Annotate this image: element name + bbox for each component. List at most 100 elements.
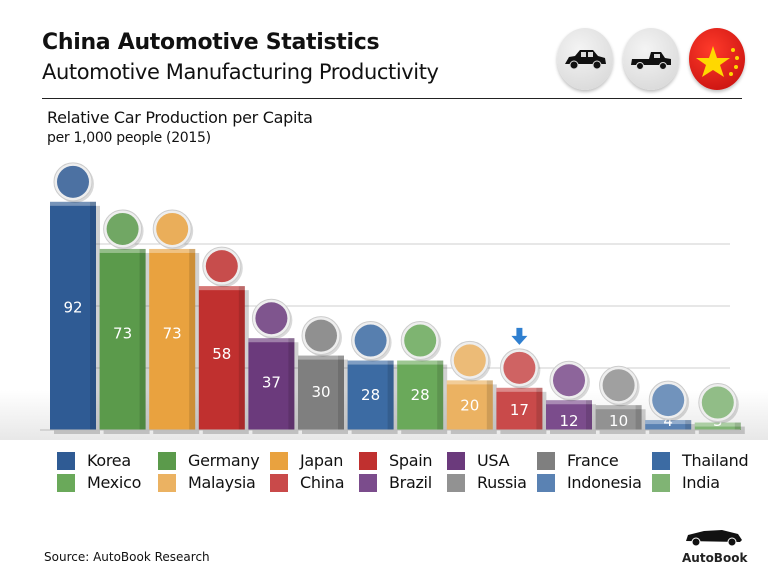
legend-item-russia: Russia — [447, 473, 527, 492]
bar-top-highlight — [694, 422, 741, 427]
data-label: 37 — [262, 374, 281, 392]
data-label: 73 — [163, 324, 182, 342]
bar-side-shade — [586, 400, 592, 430]
legend-label: Russia — [477, 473, 527, 492]
data-label: 10 — [609, 412, 628, 430]
autobook-logo: AutoBook — [682, 525, 747, 565]
bar-thailand — [347, 360, 394, 430]
bar-top-highlight — [248, 338, 295, 343]
bar-top-highlight — [347, 360, 394, 365]
legend-item-korea: Korea — [57, 451, 131, 470]
bar-top-highlight — [50, 201, 96, 206]
bar-side-shade — [338, 355, 344, 430]
legend-label: India — [682, 473, 720, 492]
legend-swatch — [537, 473, 555, 492]
bar-side-shade — [189, 248, 196, 430]
legend-label: Indonesia — [567, 473, 642, 492]
bar-spain — [198, 286, 245, 430]
bar-top-highlight — [149, 248, 196, 253]
sports-car-icon — [686, 530, 742, 547]
bar-top-highlight — [595, 405, 642, 410]
legend-item-spain: Spain — [359, 451, 433, 470]
legend-item-india: India — [652, 473, 720, 492]
legend-swatch — [447, 451, 465, 470]
bar-top-highlight — [446, 380, 493, 385]
bar-korea — [50, 201, 96, 430]
bar-side-shade — [536, 387, 543, 430]
legend-label: Spain — [389, 451, 433, 470]
flag-fill — [701, 386, 734, 419]
legend-label: Mexico — [87, 473, 142, 492]
bar-side-shade — [635, 405, 642, 430]
pickup-truck-icon — [623, 28, 679, 90]
legend-item-mexico: Mexico — [57, 473, 141, 492]
data-label: 12 — [559, 412, 578, 430]
flag-fill — [156, 212, 189, 245]
china-flag-icon — [689, 28, 745, 90]
flag-fill — [106, 212, 139, 245]
legend-label: USA — [477, 451, 510, 470]
bar-indonesia — [645, 420, 692, 430]
flag-fill — [205, 250, 238, 283]
legend-swatch — [158, 451, 176, 470]
legend-swatch — [537, 451, 555, 470]
bar-side-shade — [486, 380, 493, 430]
flag-fill — [305, 319, 337, 352]
bar-top-highlight — [496, 387, 543, 392]
bar-top-highlight — [99, 248, 146, 253]
legend-label: Malaysia — [188, 473, 256, 492]
legend-swatch — [270, 451, 288, 470]
data-label: 4 — [663, 412, 673, 430]
bar-usa — [248, 338, 295, 430]
legend-label: Germany — [188, 451, 260, 470]
page-subtitle: Automotive Manufacturing Productivity — [42, 60, 439, 84]
bar-side-shade — [90, 201, 96, 430]
bar-brazil — [546, 400, 592, 430]
bar-side-shade — [238, 286, 245, 430]
flag-fill — [553, 364, 585, 397]
bar-top-highlight — [298, 355, 344, 360]
bar-top-highlight — [198, 286, 245, 291]
flag-fill — [404, 324, 437, 357]
bar-side-shade — [734, 422, 741, 430]
flag-fill — [354, 324, 387, 357]
legend-swatch — [57, 451, 75, 470]
legend-label: France — [567, 451, 619, 470]
bar-malaysia — [446, 380, 493, 430]
legend-swatch — [359, 451, 377, 470]
header-divider — [42, 98, 742, 99]
bar-germany — [99, 248, 146, 430]
bar-side-shade — [139, 248, 146, 430]
bar-india — [694, 422, 741, 430]
data-label: 28 — [411, 386, 430, 404]
legend-swatch — [652, 451, 670, 470]
flag-fill — [652, 384, 685, 417]
bar-mexico — [397, 360, 444, 430]
chart-subtitle: per 1,000 people (2015) — [47, 130, 211, 146]
legend-swatch — [270, 473, 288, 492]
legend-item-usa: USA — [447, 451, 510, 470]
bar-top-highlight — [645, 420, 692, 425]
legend-swatch — [447, 473, 465, 492]
data-label: 17 — [510, 401, 529, 419]
legend-label: Thailand — [682, 451, 749, 470]
legend-item-japan: Japan — [270, 451, 343, 470]
bar-side-shade — [437, 360, 444, 430]
data-label: 30 — [311, 383, 330, 401]
data-label: 20 — [460, 397, 479, 415]
flag-fill — [503, 351, 536, 384]
down-arrow-icon — [511, 327, 528, 345]
data-label: 28 — [361, 386, 380, 404]
legend-label: Brazil — [389, 473, 432, 492]
legend-swatch — [57, 473, 75, 492]
bar-side-shade — [288, 338, 295, 430]
chart-title: Relative Car Production per Capita — [47, 108, 313, 127]
legend-label: Japan — [300, 451, 344, 470]
sedan-car-icon — [557, 28, 613, 90]
legend-item-germany: Germany — [158, 451, 260, 470]
bar-japan — [149, 248, 196, 430]
data-label: 92 — [63, 299, 82, 317]
bar-top-highlight — [546, 400, 592, 405]
legend-label: China — [300, 473, 345, 492]
legend-item-malaysia: Malaysia — [158, 473, 256, 492]
